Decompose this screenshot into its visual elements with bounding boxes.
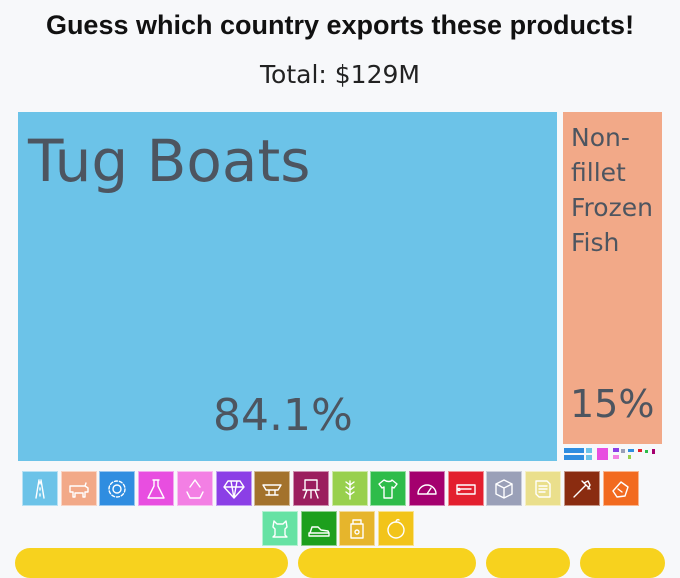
- machines-icon[interactable]: [99, 471, 136, 506]
- tile-label: Tug Boats: [28, 127, 311, 195]
- animal-hides-icon[interactable]: [262, 511, 298, 546]
- treemap-tile-small[interactable]: [628, 455, 631, 459]
- tile-label: Non-fillet Frozen Fish: [571, 123, 653, 257]
- treemap-tile-small[interactable]: [564, 448, 584, 453]
- treemap-tile-tug-boats[interactable]: Tug Boats 84.1%: [18, 112, 557, 461]
- vegetable-products-icon[interactable]: [331, 471, 368, 506]
- tile-percent: 84.1%: [213, 390, 353, 441]
- instruments-icon[interactable]: [292, 471, 329, 506]
- stone-glass-icon[interactable]: [486, 471, 523, 506]
- treemap-tile-small[interactable]: [613, 455, 619, 459]
- total-value: Total: $129M: [260, 60, 420, 89]
- treemap-tile-small[interactable]: [638, 449, 642, 452]
- treemap-tile-small[interactable]: [586, 448, 592, 453]
- chemical-products-icon[interactable]: [138, 471, 175, 506]
- treemap-tile-small[interactable]: [621, 449, 625, 453]
- mineral-products-icon[interactable]: [447, 471, 484, 506]
- animal-products-icon[interactable]: [60, 471, 97, 506]
- treemap-tile-small[interactable]: [564, 455, 584, 460]
- treemap-tile-small[interactable]: [628, 449, 634, 452]
- weapons-icon[interactable]: [563, 471, 600, 506]
- treemap-tile-small[interactable]: [586, 455, 592, 460]
- answer-option-button[interactable]: [15, 548, 288, 578]
- tile-percent: 15%: [570, 382, 655, 426]
- plastics-rubbers-icon[interactable]: [176, 471, 213, 506]
- arts-antiques-icon[interactable]: [602, 471, 639, 506]
- miscellaneous-icon[interactable]: [409, 471, 445, 506]
- transportation-icon[interactable]: [22, 471, 58, 506]
- treemap-tile-small[interactable]: [613, 448, 619, 452]
- answer-option-button[interactable]: [298, 548, 476, 578]
- textiles-icon[interactable]: [370, 471, 407, 506]
- answer-option-button[interactable]: [486, 548, 570, 578]
- treemap-tile-small[interactable]: [652, 449, 655, 454]
- treemap-tile-small[interactable]: [597, 448, 608, 460]
- paper-goods-icon[interactable]: [525, 471, 562, 506]
- precious-metals-icon[interactable]: [215, 471, 252, 506]
- foodstuffs-icon[interactable]: [339, 511, 376, 546]
- metals-icon[interactable]: [254, 471, 291, 506]
- treemap-tile-small[interactable]: [645, 450, 648, 453]
- answer-option-button[interactable]: [580, 548, 665, 578]
- page-title: Guess which country exports these produc…: [45, 10, 635, 40]
- footwear-headwear-icon[interactable]: [300, 511, 337, 546]
- vegetable-fats-icon[interactable]: [378, 511, 415, 546]
- treemap-tile-frozen-fish[interactable]: Non-fillet Frozen Fish 15%: [563, 112, 662, 444]
